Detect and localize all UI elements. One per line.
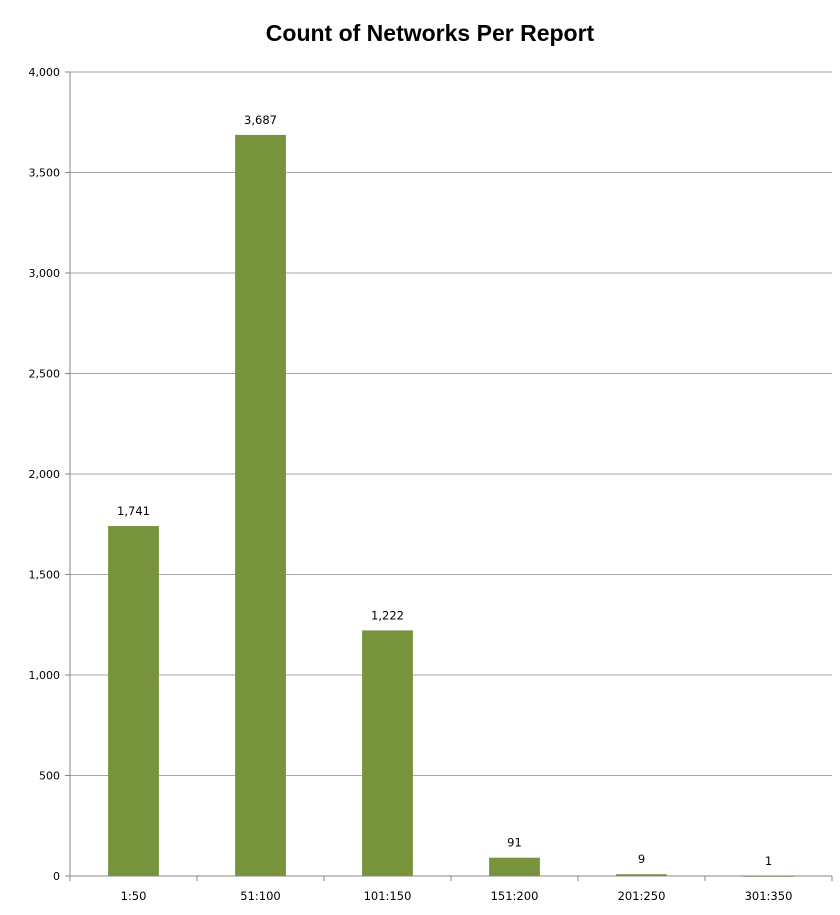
data-label: 1,222 xyxy=(371,608,404,622)
y-tick-label: 3,500 xyxy=(29,167,61,180)
y-tick-label: 1,000 xyxy=(29,669,61,682)
bars xyxy=(108,135,794,877)
x-tick-label: 101:150 xyxy=(364,889,412,903)
bar-51-100 xyxy=(235,135,286,876)
y-tick-label: 2,500 xyxy=(29,368,61,381)
data-label: 1 xyxy=(765,854,772,868)
y-tick-label: 3,000 xyxy=(29,267,61,280)
data-label: 9 xyxy=(638,852,645,866)
y-tick-label: 500 xyxy=(39,770,60,783)
bar-1-50 xyxy=(108,526,159,876)
x-tick-label: 51:100 xyxy=(240,889,280,903)
axes xyxy=(65,72,832,881)
bar-151-200 xyxy=(489,858,540,876)
y-tick-label: 4,000 xyxy=(29,66,61,79)
x-tick-label: 301:350 xyxy=(745,889,793,903)
y-tick-label: 1,500 xyxy=(29,569,61,582)
x-tick-label: 1:50 xyxy=(121,889,147,903)
data-label: 91 xyxy=(507,836,522,850)
y-tick-label: 2,000 xyxy=(29,468,61,481)
y-tick-label: 0 xyxy=(53,870,60,883)
data-label: 1,741 xyxy=(117,504,150,518)
x-tick-label: 201:250 xyxy=(618,889,666,903)
gridlines xyxy=(70,72,832,776)
x-tick-label: 151:200 xyxy=(491,889,539,903)
data-label: 3,687 xyxy=(244,113,277,127)
bar-101-150 xyxy=(362,630,413,876)
